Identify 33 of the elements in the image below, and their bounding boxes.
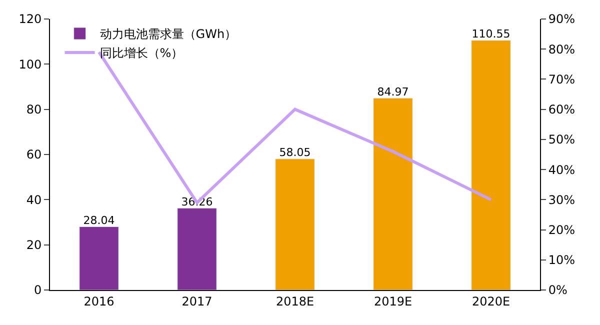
bar (471, 40, 511, 290)
y2-tick-label: 70% (548, 72, 576, 86)
bar (373, 98, 413, 290)
y-tick-label: 100 (18, 57, 42, 72)
x-tick-label: 2020E (472, 294, 510, 308)
y-tick-label: 60 (26, 148, 42, 162)
y2-tick-label: 40% (548, 162, 576, 177)
y-tick-label: 0 (34, 283, 42, 298)
x-tick-label: 2019E (374, 294, 412, 308)
x-tick-label: 2018E (276, 294, 314, 308)
y2-tick-label: 90% (548, 12, 576, 26)
data-label: 110.55 (472, 28, 510, 41)
data-label: 58.05 (279, 146, 311, 160)
y-tick-label: 40 (26, 192, 42, 207)
bar (177, 208, 217, 290)
y-tick-label: 120 (18, 12, 42, 26)
bar (79, 226, 119, 290)
legend-label: 同比增长（%） (100, 46, 184, 60)
y-tick-label: 20 (26, 238, 42, 252)
data-label: 28.04 (83, 214, 115, 227)
legend-label: 动力电池需求量（GWh） (100, 27, 237, 42)
y2-tick-label: 20% (548, 222, 576, 237)
y2-tick-label: 80% (548, 42, 576, 56)
x-tick-label: 2017 (182, 294, 212, 308)
y2-tick-label: 0% (548, 283, 568, 298)
y2-tick-label: 50% (548, 132, 576, 147)
y-tick-label: 80 (26, 102, 42, 117)
bar (275, 158, 315, 290)
data-label: 84.97 (377, 85, 409, 98)
y2-tick-label: 30% (548, 192, 576, 207)
y2-tick-label: 10% (548, 253, 576, 268)
y2-tick-label: 60% (548, 102, 576, 117)
x-tick-label: 2016 (84, 294, 114, 308)
